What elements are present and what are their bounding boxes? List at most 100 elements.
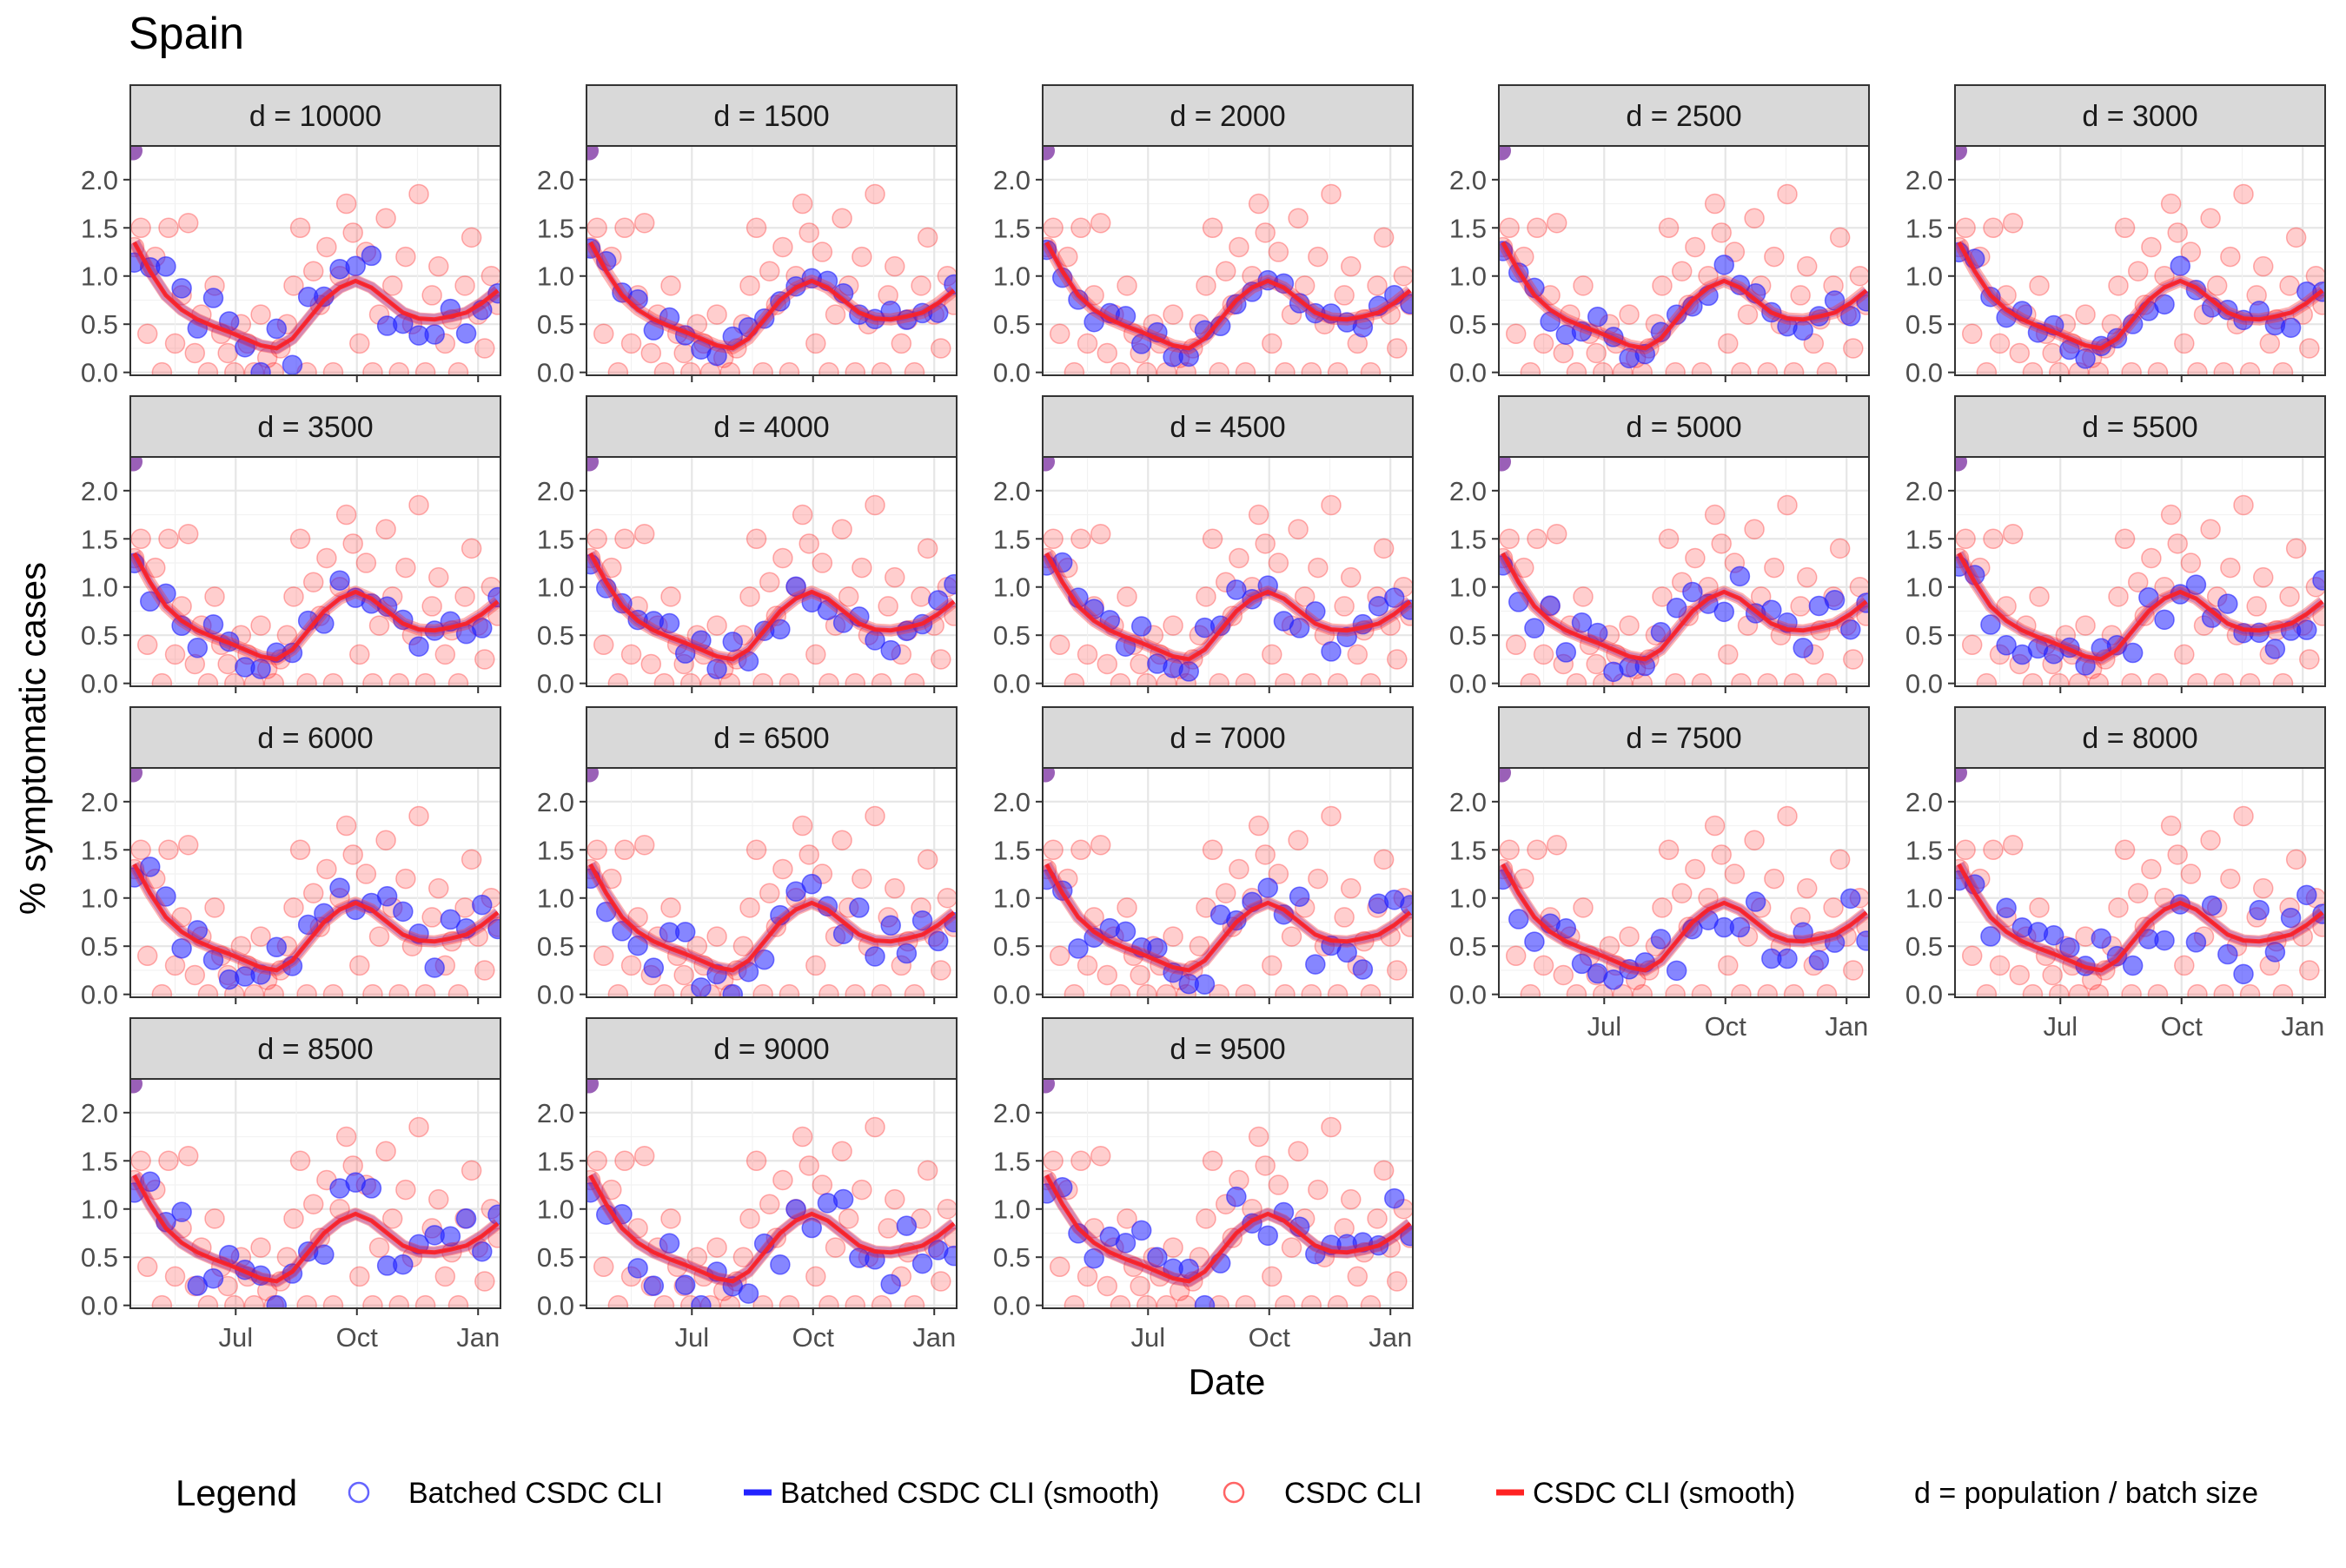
- panel-border: [129, 145, 501, 376]
- csdc-point: [408, 183, 429, 205]
- y-tick-label: 2.0: [81, 165, 118, 195]
- csdc-point: [388, 361, 410, 375]
- csdc-point: [706, 926, 727, 947]
- csdc-point: [1783, 361, 1805, 375]
- csdc-point: [1301, 1294, 1322, 1308]
- csdc-point: [283, 586, 304, 607]
- csdc-point: [2259, 333, 2281, 354]
- batched-point: [440, 909, 461, 930]
- y-tick-label: 2.0: [1905, 787, 1943, 817]
- csdc-point: [136, 634, 158, 656]
- csdc-point: [1110, 1294, 1131, 1308]
- csdc-point: [1064, 1294, 1085, 1308]
- csdc-point: [2285, 538, 2307, 559]
- csdc-point: [2299, 960, 2320, 981]
- csdc-point: [1301, 983, 1322, 997]
- csdc-point: [2187, 983, 2208, 997]
- csdc-point: [719, 672, 740, 686]
- y-tick-label: 1.5: [1905, 213, 1943, 243]
- csdc-point: [2147, 361, 2169, 375]
- csdc-point: [1566, 983, 1587, 997]
- csdc-point: [1110, 672, 1131, 686]
- y-tick-label: 2.0: [993, 1098, 1031, 1128]
- csdc-point: [1546, 834, 1567, 856]
- csdc-point: [845, 361, 866, 375]
- csdc-point: [772, 236, 793, 258]
- csdc-point: [2206, 275, 2228, 296]
- csdc-point: [1527, 839, 1547, 861]
- csdc-point: [2127, 261, 2149, 281]
- csdc-point: [362, 1294, 383, 1308]
- csdc-point: [421, 907, 442, 928]
- y-tick-label: 2.0: [81, 787, 118, 817]
- batched-point: [722, 983, 744, 997]
- csdc-point: [395, 557, 416, 579]
- batched-point: [2185, 932, 2207, 953]
- csdc-point: [1064, 672, 1085, 686]
- csdc-point: [1373, 227, 1395, 248]
- csdc-point: [487, 1227, 500, 1248]
- csdc-point: [289, 839, 311, 861]
- csdc-point: [772, 547, 793, 569]
- csdc-point: [1288, 208, 1309, 228]
- csdc-point: [1321, 1116, 1342, 1138]
- batched-point: [1194, 974, 1216, 995]
- csdc-point: [2022, 361, 2044, 375]
- csdc-point: [296, 983, 317, 997]
- csdc-point: [204, 1208, 225, 1229]
- overlap-point: [1499, 768, 1512, 783]
- csdc-point: [1691, 983, 1713, 997]
- csdc-point: [2299, 338, 2320, 359]
- batched-point: [880, 1274, 901, 1295]
- facet-panel: d = 3000 0.0 0.5 1.0 1.5 2.0: [1905, 84, 2326, 388]
- csdc-point: [614, 1150, 635, 1172]
- csdc-point: [375, 1141, 396, 1161]
- csdc-point: [1777, 805, 1798, 827]
- csdc-point: [832, 830, 852, 850]
- x-tick-label: Jan: [2281, 1011, 2324, 1042]
- csdc-point: [680, 361, 701, 375]
- batched-point: [282, 354, 303, 375]
- csdc-point: [805, 333, 826, 354]
- csdc-point: [620, 644, 642, 665]
- y-tick-label: 1.5: [993, 835, 1031, 865]
- csdc-point: [1327, 361, 1349, 375]
- y-tick-label: 1.5: [1905, 524, 1943, 554]
- legend: Legend Batched CSDC CLI Batched CSDC CLI…: [176, 1472, 2258, 1513]
- csdc-point: [1340, 1188, 1362, 1210]
- csdc-point: [368, 615, 390, 636]
- facet-label: d = 1500: [713, 100, 829, 133]
- csdc-point: [1843, 338, 1864, 359]
- batched-point: [880, 639, 901, 661]
- csdc-point: [1327, 983, 1349, 997]
- csdc-point: [871, 672, 892, 686]
- csdc-point: [151, 983, 173, 997]
- csdc-point: [1110, 361, 1131, 375]
- csdc-point: [1202, 1150, 1223, 1172]
- batched-point: [440, 1226, 461, 1247]
- overlap-point: [586, 1079, 600, 1094]
- batched-point: [156, 886, 176, 907]
- y-tick-label: 0.5: [537, 1242, 574, 1273]
- facet-panel: d = 5500 0.0 0.5 1.0 1.5 2.0: [1905, 395, 2326, 699]
- csdc-point: [145, 557, 166, 579]
- facet-panel: d = 8000 0.0 0.5 1.0 1.5 2.0 Jul Oct Jan: [1905, 706, 2326, 1042]
- csdc-point: [2029, 275, 2050, 296]
- csdc-point: [1275, 983, 1296, 997]
- batched-point: [487, 918, 500, 940]
- csdc-point: [1711, 222, 1732, 243]
- panel-border: [129, 767, 501, 998]
- y-tick-label: 1.0: [1449, 572, 1487, 603]
- csdc-smooth-line: [1501, 863, 1868, 973]
- csdc-point: [2147, 672, 2169, 686]
- csdc-point: [1989, 955, 2011, 976]
- csdc-point: [1976, 361, 1998, 375]
- csdc-point: [706, 615, 727, 636]
- csdc-point: [1077, 955, 1098, 976]
- csdc-point: [1215, 261, 1236, 281]
- csdc-point: [474, 960, 495, 981]
- facet-panel: d = 2500 0.0 0.5 1.0 1.5 2.0: [1449, 84, 1870, 388]
- csdc-point: [607, 361, 629, 375]
- facet-label: d = 3000: [2082, 100, 2197, 133]
- csdc-point: [2022, 672, 2044, 686]
